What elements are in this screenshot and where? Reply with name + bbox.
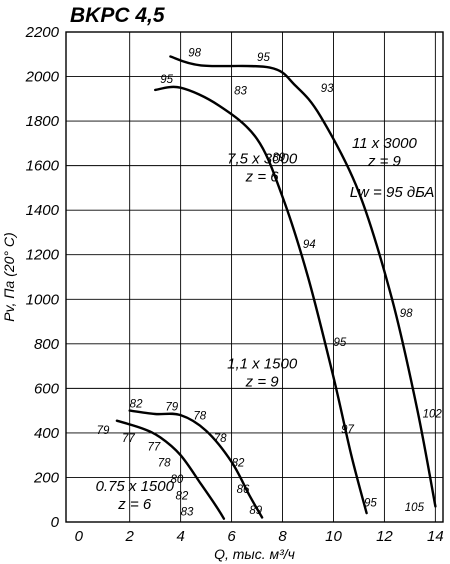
y-tick-label: 1400 bbox=[26, 202, 60, 219]
series-caption: z = 6 bbox=[117, 496, 152, 513]
y-tick-label: 1800 bbox=[26, 113, 60, 130]
efficiency-label: 95 bbox=[364, 497, 377, 509]
x-tick-label: 4 bbox=[176, 528, 184, 545]
efficiency-label: 83 bbox=[181, 506, 194, 518]
x-tick-label: 10 bbox=[325, 528, 342, 545]
chart-title: BKPC 4,5 bbox=[70, 4, 165, 27]
series-line bbox=[115, 419, 226, 520]
series-caption: 11 x 3000 bbox=[352, 135, 417, 152]
efficiency-label: 82 bbox=[130, 398, 143, 410]
y-tick-label: 600 bbox=[34, 380, 60, 397]
y-tick-label: 200 bbox=[33, 469, 60, 486]
y-tick-labels: 0 200 400 600 800 1000 1200 1400 1600 1800 2000 220… bbox=[25, 24, 60, 531]
x-tick-label: 6 bbox=[227, 528, 236, 545]
series-line bbox=[169, 55, 437, 508]
efficiency-label: 102 bbox=[423, 408, 443, 420]
efficiency-label: 95 bbox=[257, 52, 270, 64]
plot-frame bbox=[65, 31, 444, 523]
efficiency-label: 78 bbox=[158, 457, 171, 469]
series-caption: z = 9 bbox=[367, 153, 402, 170]
y-tick-label: 2000 bbox=[25, 69, 60, 86]
y-tick-label: 0 bbox=[51, 514, 60, 531]
series-caption: z = 9 bbox=[245, 373, 280, 390]
x-axis-label: Q, тыс. м³/ч bbox=[214, 546, 295, 562]
y-tick-label: 1000 bbox=[26, 291, 60, 308]
efficiency-label: 95 bbox=[333, 337, 346, 349]
efficiency-label: 105 bbox=[405, 502, 425, 514]
series-caption: 0.75 x 1500 bbox=[96, 478, 175, 495]
series-line bbox=[154, 85, 368, 515]
sound-level-annotation: Lw = 95 дБА bbox=[350, 184, 435, 201]
efficiency-label: 83 bbox=[234, 85, 247, 97]
y-tick-label: 2200 bbox=[25, 24, 60, 41]
y-tick-label: 400 bbox=[34, 425, 60, 442]
efficiency-label: 77 bbox=[148, 442, 161, 454]
efficiency-label: 98 bbox=[400, 308, 413, 320]
x-tick-label: 12 bbox=[376, 528, 393, 545]
efficiency-label: 89 bbox=[272, 152, 285, 164]
efficiency-label: 79 bbox=[165, 402, 178, 414]
efficiency-label: 94 bbox=[303, 239, 316, 251]
series-caption: 7,5 x 3000 bbox=[227, 150, 298, 167]
x-tick-label: 14 bbox=[427, 528, 444, 545]
y-tick-label: 1600 bbox=[26, 158, 60, 175]
series-caption: z = 6 bbox=[245, 168, 280, 185]
series-line bbox=[128, 409, 264, 519]
x-tick-label: 8 bbox=[278, 528, 287, 545]
efficiency-label: 79 bbox=[97, 425, 110, 437]
efficiency-labels: 98 95 93 98 102 105 95 83 89 94 95 97 95 82 79 78 78 82 86… bbox=[97, 48, 443, 519]
efficiency-label: 80 bbox=[170, 474, 183, 486]
efficiency-label: 89 bbox=[249, 505, 262, 517]
efficiency-label: 86 bbox=[237, 484, 250, 496]
performance-curves bbox=[115, 55, 437, 520]
efficiency-label: 95 bbox=[160, 74, 173, 86]
efficiency-label: 82 bbox=[176, 491, 189, 503]
y-axis-label: Pv, Па (20° C) bbox=[1, 232, 17, 321]
efficiency-label: 78 bbox=[214, 433, 227, 445]
x-tick-label: 0 bbox=[75, 528, 84, 545]
efficiency-label: 98 bbox=[188, 48, 201, 60]
efficiency-label: 93 bbox=[321, 83, 334, 95]
efficiency-label: 77 bbox=[122, 433, 135, 445]
x-tick-label: 2 bbox=[125, 528, 135, 545]
x-tick-labels: 0 2 4 6 8 10 12 14 bbox=[75, 528, 444, 545]
efficiency-label: 78 bbox=[193, 411, 206, 423]
efficiency-label: 82 bbox=[232, 457, 245, 469]
efficiency-label: 97 bbox=[341, 424, 354, 436]
y-tick-label: 1200 bbox=[26, 247, 60, 264]
series-caption: 1,1 x 1500 bbox=[227, 355, 298, 372]
y-tick-label: 800 bbox=[34, 336, 60, 353]
